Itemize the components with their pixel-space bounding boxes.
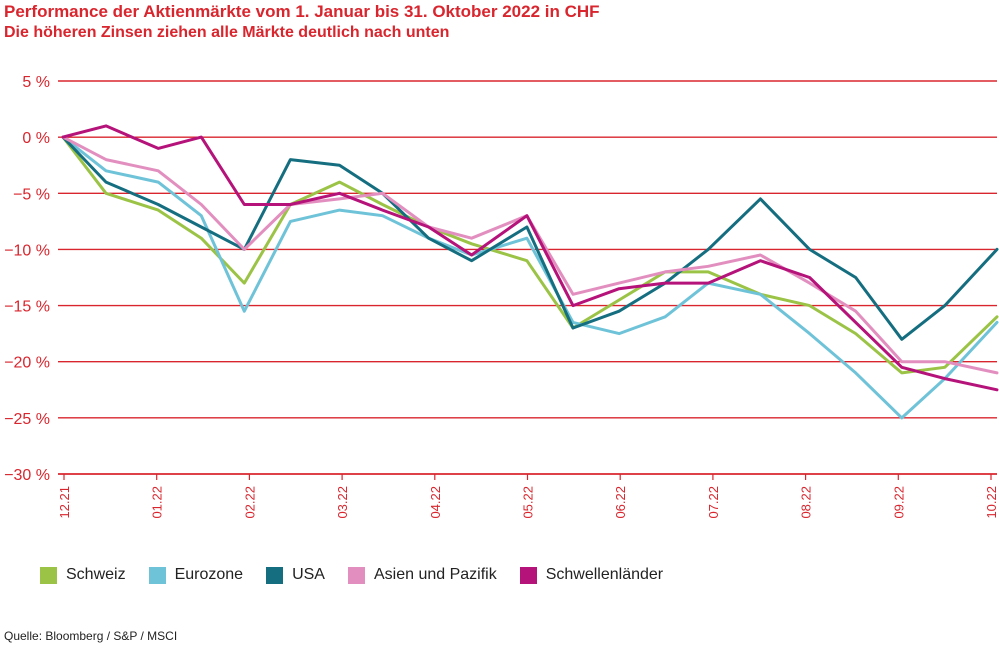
x-tick-label: 02.22 <box>242 486 257 519</box>
legend-label-eurozone: Eurozone <box>174 566 244 583</box>
chart-legend: Schweiz Eurozone USA Asien und Pazifik S… <box>40 566 686 584</box>
x-tick-label: 07.22 <box>706 486 721 519</box>
legend-swatch-schweiz <box>40 566 57 584</box>
legend-swatch-schwellenlaender <box>519 566 537 584</box>
legend-item-usa: USA <box>266 566 325 584</box>
y-tick-label: −25 % <box>4 411 50 428</box>
legend-item-schwellenlaender: Schwellenländer <box>519 566 664 584</box>
legend-label-asien-pazifik: Asien und Pazifik <box>373 566 497 583</box>
y-tick-label: −5 % <box>13 186 50 203</box>
x-tick-label: 06.22 <box>613 486 628 519</box>
x-tick-label: 10.22 <box>984 486 999 519</box>
legend-item-schweiz: Schweiz <box>40 566 126 584</box>
legend-item-eurozone: Eurozone <box>148 566 244 584</box>
y-tick-label: −15 % <box>4 299 50 316</box>
chart-title: Performance der Aktienmärkte vom 1. Janu… <box>4 2 600 21</box>
x-tick-label: 08.22 <box>799 486 814 519</box>
series-line-schweiz <box>61 135 999 375</box>
legend-label-schwellenlaender: Schwellenländer <box>545 566 664 583</box>
legend-label-schweiz: Schweiz <box>66 566 126 583</box>
series-line-schwellenl-nder <box>61 124 999 392</box>
chart-subtitle: Die höheren Zinsen ziehen alle Märkte de… <box>4 24 450 41</box>
x-tick-label: 09.22 <box>891 486 906 519</box>
legend-swatch-asien-pazifik <box>347 566 365 584</box>
y-tick-label: 5 % <box>22 74 50 91</box>
legend-swatch-usa <box>266 566 284 584</box>
y-tick-label: 0 % <box>22 130 50 147</box>
x-tick-label: 12.21 <box>57 486 72 519</box>
legend-item-asien-pazifik: Asien und Pazifik <box>347 566 497 584</box>
legend-label-usa: USA <box>292 566 325 583</box>
y-tick-label: −20 % <box>4 355 50 372</box>
source-note: Quelle: Bloomberg / S&P / MSCI <box>4 629 178 643</box>
x-tick-label: 01.22 <box>150 486 165 519</box>
x-tick-label: 04.22 <box>428 486 443 519</box>
y-tick-label: −30 % <box>4 467 50 484</box>
x-tick-label: 05.22 <box>521 486 536 519</box>
series-line-asien-und-pazifik <box>61 135 999 375</box>
x-tick-label: 03.22 <box>335 486 350 519</box>
y-tick-label: −10 % <box>4 242 50 259</box>
series-line-usa <box>61 135 999 341</box>
series-line-eurozone <box>61 135 999 420</box>
legend-swatch-eurozone <box>148 566 166 584</box>
